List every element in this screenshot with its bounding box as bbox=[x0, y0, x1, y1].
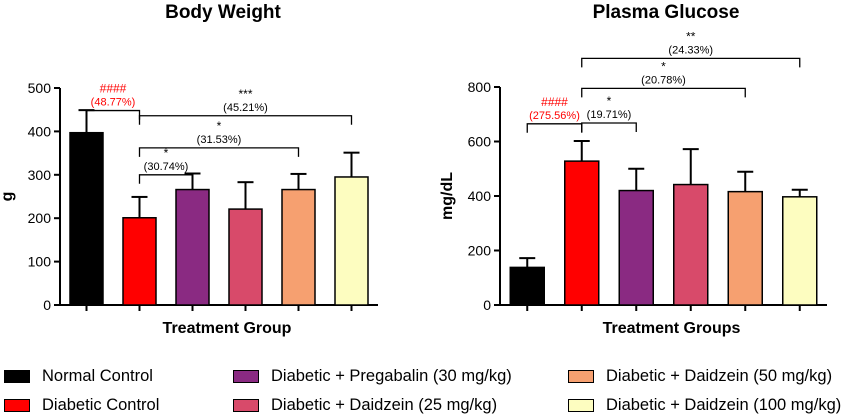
pg-bar-5 bbox=[782, 196, 818, 306]
legend-label-daidzein-50: Diabetic + Daidzein (50 mg/kg) bbox=[606, 366, 833, 385]
bw-bar-5 bbox=[334, 176, 369, 306]
bw-bar-0 bbox=[69, 131, 104, 306]
bw-bar-1 bbox=[122, 217, 157, 306]
legend-label-daidzein-25: Diabetic + Daidzein (25 mg/kg) bbox=[271, 395, 498, 414]
pg-bar-1 bbox=[564, 160, 600, 306]
legend-item-diabetic-control: Diabetic Control bbox=[4, 393, 159, 417]
bw-bar-3 bbox=[228, 208, 263, 306]
bw-chart-title: Body Weight bbox=[165, 2, 281, 23]
bw-y-axis-label: g bbox=[0, 192, 16, 202]
legend-label-normal-control: Normal Control bbox=[42, 366, 153, 385]
pg-bracket-stars-0: #### bbox=[541, 95, 568, 109]
bw-bracket-percent-0: (48.77%) bbox=[91, 97, 136, 109]
bw-bracket-stars-2: * bbox=[217, 119, 222, 133]
pg-bracket-percent-1: (19.71%) bbox=[587, 109, 632, 121]
bw-bracket-percent-2: (31.53%) bbox=[197, 134, 242, 146]
pg-bracket-stars-1: * bbox=[607, 94, 612, 108]
bw-bar-4 bbox=[281, 188, 316, 306]
legend-item-normal-control: Normal Control bbox=[4, 364, 153, 388]
legend-item-daidzein-100: Diabetic + Daidzein (100 mg/kg) bbox=[568, 393, 841, 417]
pg-y-tick-label-800: 800 bbox=[468, 79, 492, 95]
bw-bracket-stars-3: *** bbox=[238, 87, 252, 101]
bw-y-tick-label-200: 200 bbox=[28, 210, 52, 226]
pg-bracket-1 bbox=[581, 122, 637, 132]
bw-y-tick-label-0: 0 bbox=[43, 297, 51, 313]
pg-chart-title: Plasma Glucose bbox=[593, 2, 740, 23]
pg-bracket-3 bbox=[581, 57, 801, 68]
legend-item-daidzein-25: Diabetic + Daidzein (25 mg/kg) bbox=[233, 393, 497, 417]
pg-y-tick-label-200: 200 bbox=[468, 243, 492, 259]
bw-x-axis-label: Treatment Group bbox=[163, 320, 292, 337]
bw-bracket-percent-1: (30.74%) bbox=[144, 161, 189, 173]
legend-label-daidzein-100: Diabetic + Daidzein (100 mg/kg) bbox=[606, 395, 842, 414]
pg-y-axis-label: mg/dL bbox=[439, 172, 456, 220]
bw-bar-2 bbox=[175, 188, 210, 306]
bw-bracket-3 bbox=[138, 115, 353, 125]
pg-bar-0 bbox=[509, 266, 545, 306]
bw-y-tick-label-400: 400 bbox=[28, 123, 52, 139]
legend-swatch-diabetic-control bbox=[4, 398, 30, 412]
legend-swatch-normal-control bbox=[4, 369, 30, 383]
legend-item-daidzein-50: Diabetic + Daidzein (50 mg/kg) bbox=[568, 364, 832, 388]
pg-bracket-percent-3: (24.33%) bbox=[668, 44, 713, 56]
bw-y-tick-label-300: 300 bbox=[28, 167, 52, 183]
bw-bracket-1 bbox=[138, 174, 194, 184]
legend: Normal Control Diabetic Control Diabetic… bbox=[0, 360, 865, 418]
pg-y-tick-label-600: 600 bbox=[468, 134, 492, 150]
bw-bracket-percent-3: (45.21%) bbox=[223, 102, 268, 114]
bw-bracket-stars-0: #### bbox=[100, 82, 127, 96]
pg-y-tick-label-400: 400 bbox=[468, 188, 492, 204]
bw-bracket-0 bbox=[85, 109, 141, 120]
pg-bracket-stars-2: * bbox=[661, 59, 666, 73]
pg-bar-2 bbox=[618, 189, 654, 306]
pg-x-axis-label: Treatment Groups bbox=[603, 320, 741, 337]
pg-bar-3 bbox=[673, 183, 709, 306]
figure: Body Weight 0 100 200 300 400 500 g Treatment Gr… bbox=[0, 2, 827, 337]
pg-bar-4 bbox=[727, 190, 763, 306]
pg-y-tick-label-0: 0 bbox=[483, 297, 491, 313]
bw-bracket-stars-1: * bbox=[164, 146, 169, 160]
pg-bracket-percent-2: (20.78%) bbox=[641, 74, 686, 86]
pg-bracket-percent-0: (275.56%) bbox=[529, 110, 580, 122]
legend-swatch-daidzein-50 bbox=[568, 369, 594, 383]
bw-bracket-2 bbox=[138, 147, 300, 157]
bw-y-tick-label-500: 500 bbox=[28, 80, 52, 96]
legend-swatch-daidzein-100 bbox=[568, 398, 594, 412]
pg-bracket-2 bbox=[581, 87, 746, 98]
pg-bracket-0 bbox=[526, 123, 583, 133]
legend-item-pregabalin-30: Diabetic + Pregabalin (30 mg/kg) bbox=[233, 364, 512, 388]
legend-label-diabetic-control: Diabetic Control bbox=[42, 395, 160, 414]
legend-swatch-daidzein-25 bbox=[233, 398, 259, 412]
legend-label-pregabalin-30: Diabetic + Pregabalin (30 mg/kg) bbox=[271, 366, 512, 385]
bw-y-tick-label-100: 100 bbox=[28, 254, 52, 270]
legend-swatch-pregabalin-30 bbox=[233, 369, 259, 383]
pg-bracket-stars-3: ** bbox=[686, 29, 696, 43]
